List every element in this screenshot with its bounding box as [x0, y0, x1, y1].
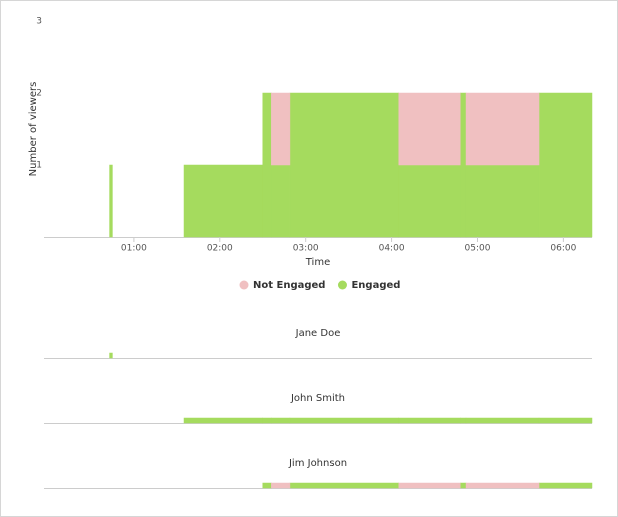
legend-marker	[239, 280, 249, 290]
y-tick-label: 2	[36, 89, 42, 99]
area-segment	[289, 92, 399, 238]
area-segment	[460, 92, 467, 238]
area-segment	[538, 417, 593, 424]
area-segment	[465, 164, 540, 238]
chart-title: Jim Johnson	[288, 458, 347, 469]
x-tick-label: 01:00	[121, 244, 147, 254]
area-segment	[465, 417, 540, 424]
area-segment	[183, 164, 263, 238]
y-tick-label: 3	[36, 17, 42, 27]
chart-title: John Smith	[290, 393, 345, 404]
area-segment	[538, 92, 593, 238]
area-segment	[271, 92, 291, 166]
area-segment	[271, 482, 291, 489]
area-segment	[271, 164, 291, 238]
x-tick-label: 05:00	[465, 244, 491, 254]
area-segment	[398, 482, 461, 489]
area-segment	[289, 482, 399, 489]
area-segment	[109, 164, 113, 238]
area-segment	[262, 482, 272, 489]
area-segment	[262, 417, 272, 424]
chart-title: Jane Doe	[295, 328, 341, 339]
area-segment	[398, 417, 461, 424]
area-segment	[183, 417, 263, 424]
area-segment	[465, 92, 540, 166]
y-axis-title: Number of viewers	[28, 82, 39, 177]
area-segment	[538, 482, 593, 489]
y-tick-label: 1	[36, 161, 42, 171]
area-segment	[262, 92, 272, 238]
x-axis-title: Time	[305, 257, 330, 268]
area-segment	[460, 417, 467, 424]
legend-marker	[337, 280, 347, 290]
area-segment	[465, 482, 540, 489]
x-tick-label: 03:00	[293, 244, 319, 254]
x-tick-label: 06:00	[550, 244, 576, 254]
x-tick-label: 04:00	[379, 244, 405, 254]
x-tick-label: 02:00	[207, 244, 233, 254]
area-segment	[271, 417, 291, 424]
area-segment	[109, 352, 113, 359]
area-segment	[289, 417, 399, 424]
area-segment	[398, 92, 461, 166]
area-segment	[460, 482, 467, 489]
area-segment	[398, 164, 461, 238]
legend-label: Not Engaged	[253, 280, 325, 291]
legend-label: Engaged	[351, 280, 400, 291]
